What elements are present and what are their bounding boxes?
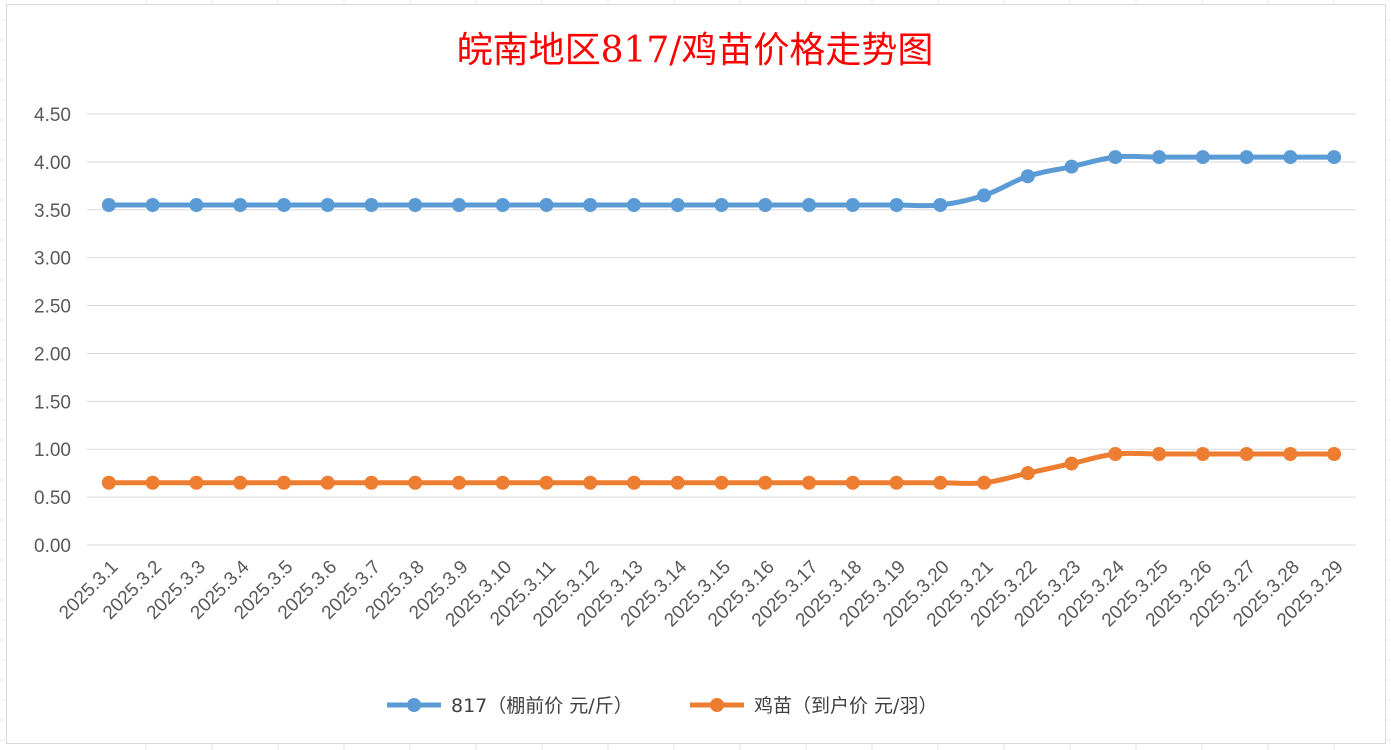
data-point-0 <box>626 197 641 212</box>
data-point-1 <box>802 475 817 490</box>
data-point-1 <box>276 475 291 490</box>
data-point-0 <box>495 197 510 212</box>
data-point-0 <box>233 197 248 212</box>
data-point-0 <box>1108 150 1123 165</box>
data-point-0 <box>933 197 948 212</box>
data-point-1 <box>1239 447 1254 462</box>
data-point-0 <box>977 188 992 203</box>
y-tick-label: 1.00 <box>34 440 71 461</box>
y-tick-label: 0.00 <box>34 536 71 557</box>
data-point-1 <box>933 475 948 490</box>
y-tick-label: 4.50 <box>34 105 71 126</box>
data-point-1 <box>233 475 248 490</box>
data-point-0 <box>758 197 773 212</box>
y-tick-label: 4.00 <box>34 153 71 174</box>
y-tick-label: 2.00 <box>34 344 71 365</box>
legend-marker-817 <box>407 698 421 712</box>
y-tick-label: 3.00 <box>34 249 71 270</box>
data-point-1 <box>408 475 423 490</box>
data-point-1 <box>101 475 116 490</box>
x-axis-tick-labels: 2025.3.12025.3.22025.3.32025.3.42025.3.5… <box>55 556 1347 631</box>
data-point-1 <box>583 475 598 490</box>
data-point-1 <box>1327 447 1342 462</box>
data-point-0 <box>101 197 116 212</box>
data-point-0 <box>145 197 160 212</box>
data-point-1 <box>758 475 773 490</box>
data-point-1 <box>145 475 160 490</box>
data-point-1 <box>1020 466 1035 481</box>
data-point-1 <box>1195 447 1210 462</box>
data-point-0 <box>320 197 335 212</box>
data-point-0 <box>408 197 423 212</box>
y-tick-label: 1.50 <box>34 392 71 413</box>
data-point-0 <box>714 197 729 212</box>
data-point-1 <box>451 475 466 490</box>
y-tick-label: 0.50 <box>34 488 71 509</box>
gridlines <box>87 113 1356 546</box>
data-point-0 <box>1239 150 1254 165</box>
data-point-0 <box>1195 150 1210 165</box>
data-point-0 <box>802 197 817 212</box>
data-point-1 <box>626 475 641 490</box>
data-point-0 <box>539 197 554 212</box>
data-point-1 <box>670 475 685 490</box>
data-point-0 <box>1283 150 1298 165</box>
data-point-1 <box>1064 456 1079 471</box>
data-point-0 <box>189 197 204 212</box>
data-point-0 <box>451 197 466 212</box>
data-point-1 <box>1108 447 1123 462</box>
y-axis-tick-labels: 0.00 0.50 1.00 1.50 2.00 2.50 3.00 3.50 4.00 4.50 <box>34 105 71 557</box>
data-point-1 <box>364 475 379 490</box>
data-point-0 <box>1020 169 1035 184</box>
y-tick-label: 2.50 <box>34 297 71 318</box>
data-point-1 <box>1152 447 1167 462</box>
data-point-0 <box>889 197 904 212</box>
legend-marker-chick <box>710 698 724 712</box>
data-point-0 <box>364 197 379 212</box>
data-point-0 <box>845 197 860 212</box>
data-point-1 <box>495 475 510 490</box>
legend-label-chick: 鸡苗（到户价 元/羽） <box>754 695 937 717</box>
data-point-1 <box>1283 447 1298 462</box>
legend-label-817: 817（棚前价 元/斤） <box>451 695 633 717</box>
chart-title: 皖南地区817/鸡苗价格走势图 <box>457 30 934 71</box>
series-lines <box>101 150 1342 490</box>
data-point-0 <box>1152 150 1167 165</box>
data-point-1 <box>889 475 904 490</box>
data-point-0 <box>583 197 598 212</box>
y-tick-label: 3.50 <box>34 201 71 222</box>
data-point-0 <box>1064 159 1079 174</box>
data-point-1 <box>189 475 204 490</box>
data-point-0 <box>670 197 685 212</box>
data-point-1 <box>845 475 860 490</box>
data-point-1 <box>977 475 992 490</box>
data-point-1 <box>539 475 554 490</box>
data-point-0 <box>1327 150 1342 165</box>
chart-area[interactable] <box>6 4 1386 744</box>
data-point-1 <box>714 475 729 490</box>
data-point-0 <box>276 197 291 212</box>
data-point-1 <box>320 475 335 490</box>
legend[interactable]: 817（棚前价 元/斤） 鸡苗（到户价 元/羽） <box>387 695 937 717</box>
